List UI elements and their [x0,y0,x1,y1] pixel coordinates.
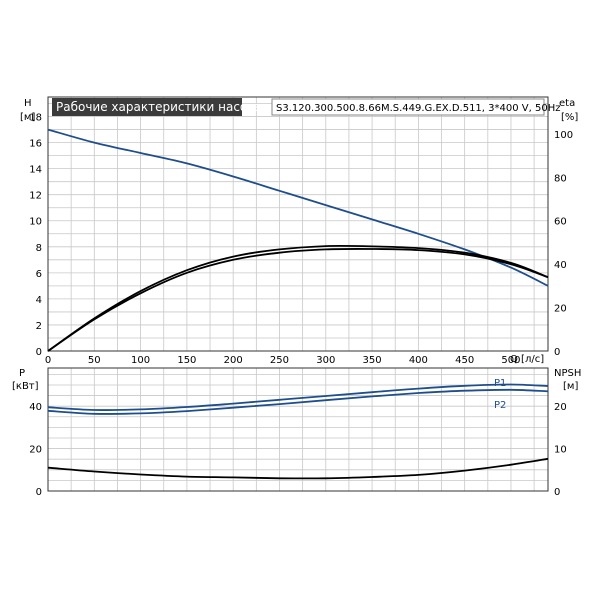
legend-p1: P1 [494,378,506,389]
top-panel-tick-labels: 0 2 4 6 8 10 12 14 16 18 0 20 40 60 80 100 0 50 100 150 200 2… [29,113,573,366]
bottom-panel-series [47,383,549,480]
x-tick-label: 450 [455,355,474,366]
bottom-series-line-2 [47,457,549,480]
top-series-line-2 [47,244,549,352]
y-tick-label-left: 2 [36,321,42,332]
y-tick-label-right: 0 [554,487,560,498]
chart-title: Рабочие характеристики насоса [56,100,261,114]
bottom-left-axis-label-symbol: P [19,368,25,379]
y-tick-label-right: 0 [554,347,560,358]
top-right-axis-label-symbol: eta [559,98,575,109]
x-tick-label: 400 [409,355,428,366]
bottom-series-line-p1 [47,383,549,411]
x-tick-label: 50 [88,355,101,366]
y-tick-label-left: 16 [29,139,42,150]
x-tick-label: 250 [270,355,289,366]
title-box [52,98,242,116]
y-tick-label-right: 100 [554,130,573,141]
y-tick-label-right: 10 [554,445,567,456]
top-left-axis-label-unit: [м] [20,112,35,123]
y-tick-label-right: 20 [554,402,567,413]
x-tick-label: 500 [501,355,520,366]
top-panel-grid [48,97,548,351]
y-tick-label-right: 20 [554,304,567,315]
bottom-panel-grid [48,368,548,491]
chart-subtitle: S3.120.300.500.8.66M.S.449.G.EX.D.511, 3… [276,103,560,114]
y-tick-label-left: 0 [36,347,42,358]
bottom-right-axis-label-unit: [м] [563,381,578,392]
bottom-panel-frame [47,367,549,492]
y-tick-label-left: 14 [29,165,42,176]
y-tick-label-left: 18 [29,113,42,124]
x-tick-label: 100 [131,355,150,366]
model-box [271,98,545,116]
bottom-right-axis-label-symbol: NPSH [554,368,581,379]
y-tick-label-left: 20 [29,445,42,456]
y-tick-label-right: 60 [554,217,567,228]
x-tick-label: 300 [316,355,335,366]
y-tick-label-left: 12 [29,191,42,202]
y-tick-label-left: 0 [36,487,42,498]
top-panel-frame [47,96,549,352]
x-tick-label: 150 [177,355,196,366]
bottom-series-line-p2 [47,388,549,415]
y-tick-label-right: 40 [554,260,567,271]
bottom-left-axis-label-unit: [кВт] [12,381,39,392]
x-tick-label: 0 [45,355,51,366]
y-tick-label-left: 4 [36,295,42,306]
x-axis-label: Q [л/с] [510,354,544,365]
y-tick-label-left: 10 [29,217,42,228]
legend-p2: P2 [494,400,506,411]
y-tick-label-left: 6 [36,269,42,280]
y-tick-label-left: 40 [29,402,42,413]
y-tick-label-left: 8 [36,243,42,254]
top-series-line-0 [47,128,549,287]
x-tick-label: 200 [224,355,243,366]
top-series-line-1 [47,248,549,352]
top-left-axis-label-symbol: H [24,98,32,109]
top-panel-series [47,128,549,352]
top-right-axis-label-unit: [%] [561,112,578,123]
y-tick-label-right: 80 [554,173,567,184]
bottom-panel-tick-labels: 0 20 40 0 10 20 [29,402,566,498]
x-tick-label: 350 [363,355,382,366]
